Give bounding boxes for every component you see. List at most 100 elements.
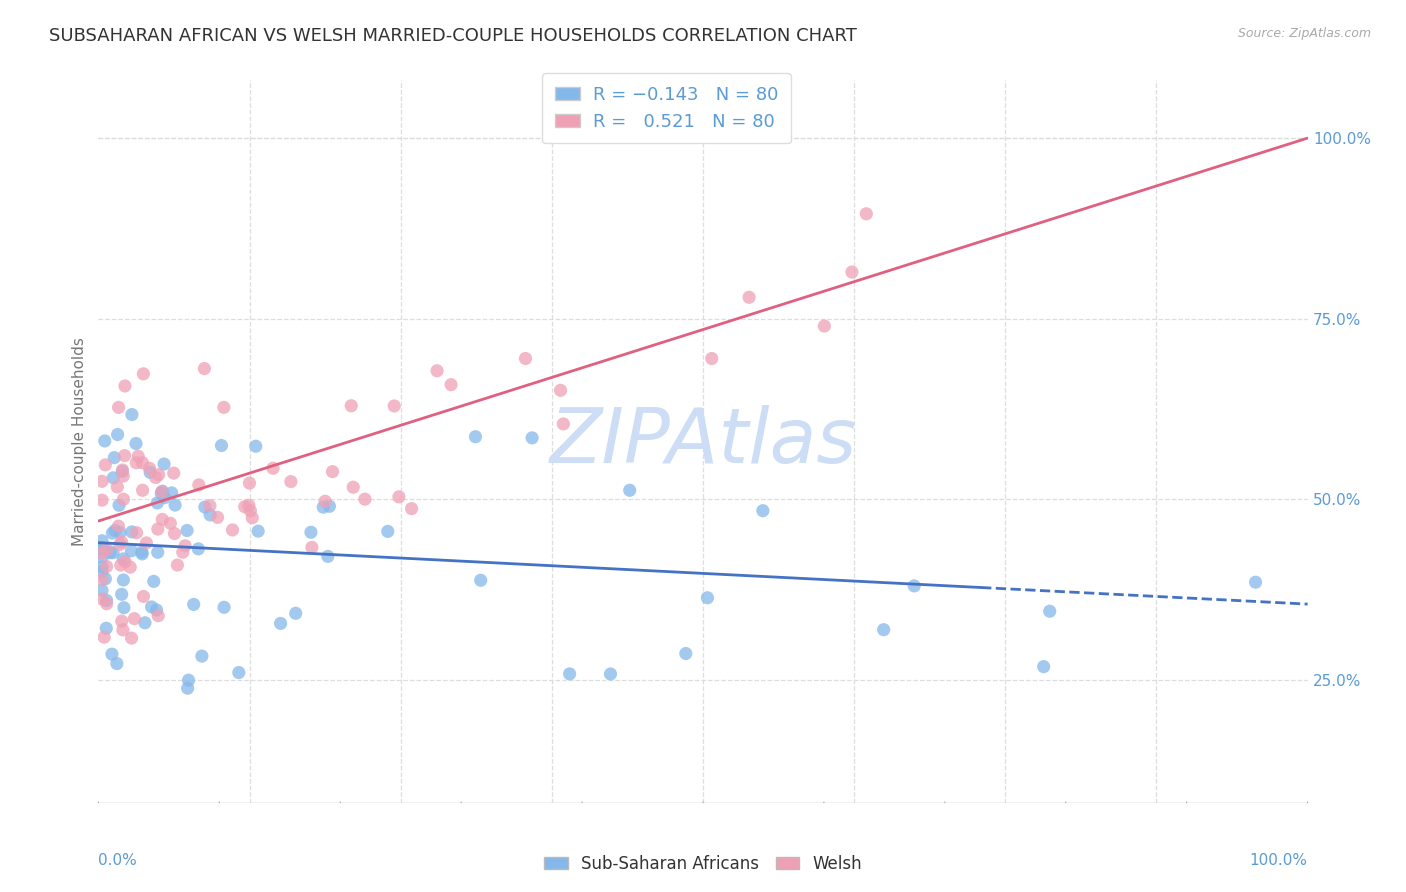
- Point: [159, 516, 181, 531]
- Point: [91, 533, 114, 548]
- Point: [340, 399, 363, 413]
- Point: [121, 524, 143, 539]
- Point: [233, 500, 256, 514]
- Point: [401, 501, 423, 516]
- Point: [111, 587, 134, 601]
- Point: [112, 552, 135, 566]
- Point: [675, 647, 697, 661]
- Point: [172, 545, 194, 559]
- Point: [111, 614, 134, 628]
- Point: [91, 565, 114, 579]
- Point: [193, 361, 215, 376]
- Point: [228, 665, 250, 680]
- Point: [94, 458, 117, 472]
- Point: [318, 500, 340, 514]
- Point: [301, 541, 323, 555]
- Point: [132, 367, 155, 381]
- Point: [738, 290, 761, 304]
- Point: [813, 319, 835, 334]
- Legend: Sub-Saharan Africans, Welsh: Sub-Saharan Africans, Welsh: [537, 848, 869, 880]
- Point: [125, 456, 148, 470]
- Point: [299, 525, 322, 540]
- Y-axis label: Married-couple Households: Married-couple Households: [72, 337, 87, 546]
- Point: [240, 510, 263, 524]
- Point: [107, 427, 129, 442]
- Point: [342, 480, 364, 494]
- Point: [105, 480, 128, 494]
- Point: [91, 541, 114, 556]
- Point: [696, 591, 718, 605]
- Point: [127, 450, 149, 464]
- Point: [160, 486, 183, 500]
- Point: [146, 496, 169, 510]
- Point: [111, 463, 134, 477]
- Point: [104, 524, 127, 538]
- Point: [96, 559, 118, 574]
- Point: [191, 649, 214, 664]
- Point: [520, 431, 543, 445]
- Point: [124, 612, 146, 626]
- Point: [91, 493, 114, 508]
- Point: [131, 547, 153, 561]
- Point: [146, 522, 169, 536]
- Point: [91, 550, 114, 565]
- Point: [238, 476, 260, 491]
- Point: [221, 523, 243, 537]
- Point: [207, 510, 229, 524]
- Point: [314, 494, 336, 508]
- Point: [138, 461, 160, 475]
- Point: [105, 657, 128, 671]
- Point: [131, 483, 153, 498]
- Point: [1039, 604, 1062, 618]
- Point: [145, 470, 167, 484]
- Point: [107, 519, 129, 533]
- Point: [245, 439, 267, 453]
- Point: [148, 608, 170, 623]
- Text: ZIPAtlas: ZIPAtlas: [550, 405, 856, 478]
- Point: [148, 467, 170, 482]
- Point: [599, 667, 621, 681]
- Point: [903, 579, 925, 593]
- Point: [163, 526, 186, 541]
- Point: [112, 469, 135, 483]
- Text: SUBSAHARAN AFRICAN VS WELSH MARRIED-COUPLE HOUSEHOLDS CORRELATION CHART: SUBSAHARAN AFRICAN VS WELSH MARRIED-COUP…: [49, 27, 858, 45]
- Point: [312, 500, 335, 515]
- Point: [111, 535, 134, 549]
- Point: [150, 484, 173, 499]
- Point: [108, 537, 131, 551]
- Point: [198, 508, 221, 522]
- Point: [176, 681, 198, 696]
- Point: [464, 430, 486, 444]
- Point: [873, 623, 896, 637]
- Point: [177, 673, 200, 688]
- Point: [183, 598, 205, 612]
- Point: [141, 599, 163, 614]
- Point: [93, 630, 115, 644]
- Point: [247, 524, 270, 538]
- Point: [322, 465, 344, 479]
- Point: [212, 600, 235, 615]
- Legend: R = −0.143   N = 80, R =   0.521   N = 80: R = −0.143 N = 80, R = 0.521 N = 80: [543, 73, 792, 144]
- Point: [91, 546, 114, 560]
- Point: [174, 539, 197, 553]
- Point: [134, 615, 156, 630]
- Point: [550, 384, 572, 398]
- Point: [239, 504, 262, 518]
- Point: [108, 525, 131, 540]
- Point: [96, 593, 118, 607]
- Point: [111, 623, 134, 637]
- Point: [91, 573, 114, 587]
- Point: [354, 492, 377, 507]
- Point: [91, 541, 114, 556]
- Point: [855, 207, 877, 221]
- Point: [211, 438, 233, 452]
- Point: [94, 434, 117, 448]
- Point: [101, 526, 124, 541]
- Point: [176, 524, 198, 538]
- Point: [125, 436, 148, 450]
- Point: [700, 351, 723, 366]
- Point: [165, 498, 187, 512]
- Point: [120, 560, 142, 574]
- Point: [150, 512, 173, 526]
- Point: [121, 408, 143, 422]
